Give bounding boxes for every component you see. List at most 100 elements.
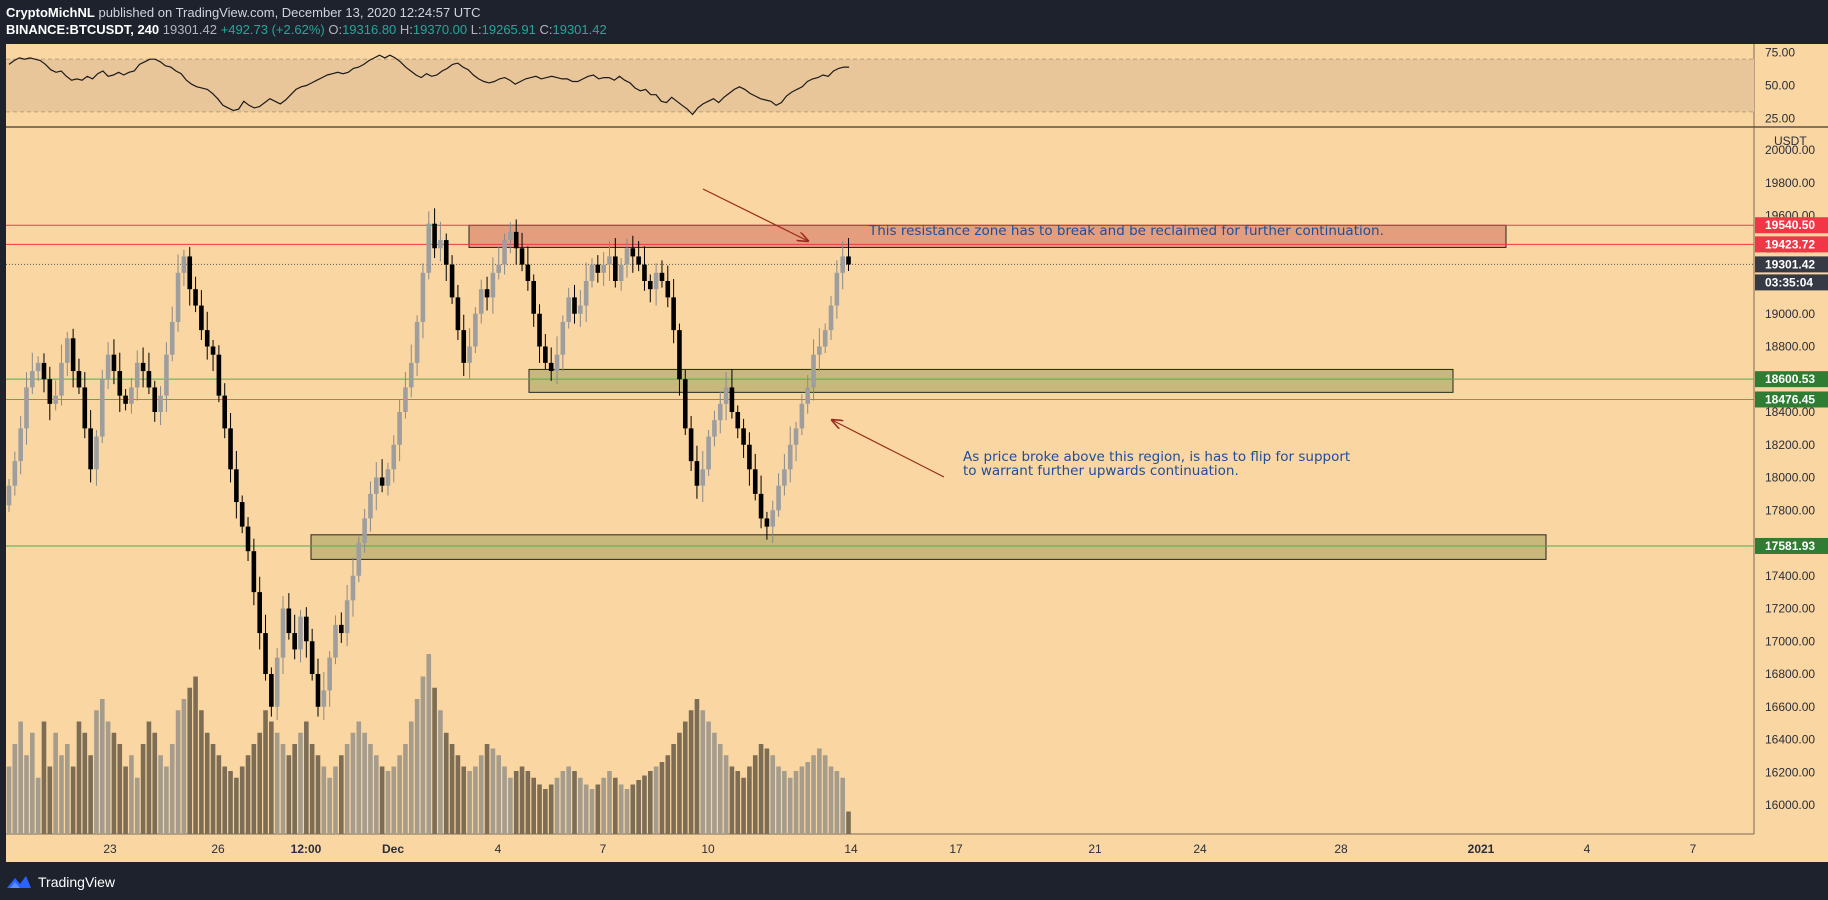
candle-body [741, 428, 746, 445]
candle [216, 345, 222, 403]
candle [47, 366, 53, 421]
time-tick-label: 7 [600, 842, 607, 856]
candle [694, 445, 700, 499]
candle-body [18, 428, 23, 462]
tradingview-brand[interactable]: TradingView [6, 872, 115, 892]
volume-bar [385, 771, 391, 834]
volume-bar [548, 784, 554, 834]
candle-body [747, 444, 752, 470]
volume-bar [473, 766, 478, 834]
candle [35, 356, 41, 381]
candle [403, 372, 408, 419]
candle [502, 233, 507, 275]
candle [53, 380, 58, 411]
volume-bar [840, 777, 845, 834]
chart-background [6, 44, 1754, 862]
candle [245, 517, 251, 562]
candle-body [770, 510, 776, 527]
candle [770, 500, 776, 543]
candle-body [76, 371, 82, 388]
candle [817, 328, 822, 372]
volume-bar [30, 732, 35, 834]
time-tick-label: 2021 [1468, 842, 1495, 856]
volume-bar [199, 710, 204, 834]
candle [420, 263, 426, 339]
volume-bar [164, 766, 169, 834]
level-price-label-bg [1755, 391, 1828, 408]
volume-bar [455, 755, 461, 834]
volume-bar [193, 676, 198, 834]
candle-body [624, 248, 630, 265]
volume-bar [665, 755, 671, 834]
candle [59, 344, 64, 406]
candle-body [82, 387, 88, 429]
candle [257, 576, 262, 650]
volume-bar [601, 777, 606, 834]
candle-body [193, 289, 198, 306]
volume-bar [543, 789, 548, 834]
candle [840, 241, 845, 290]
candle [379, 459, 385, 493]
volume-bar [688, 710, 694, 834]
candle [560, 315, 566, 372]
volume-bar [414, 699, 420, 834]
time-tick-label: Dec [382, 842, 404, 856]
candle [269, 667, 274, 717]
candle-body [595, 264, 601, 273]
candle-body [391, 444, 397, 470]
price-tick-label: 19000.00 [1765, 307, 1815, 321]
candle-body [210, 346, 216, 355]
volume-bar [123, 766, 128, 834]
volume-bar [554, 777, 560, 834]
candle [595, 255, 601, 283]
candle-body [339, 624, 344, 634]
volume-bar [502, 766, 507, 834]
candle [752, 453, 758, 501]
volume-bar [490, 748, 496, 834]
candle-body [6, 485, 12, 506]
volume-bar [752, 755, 758, 834]
candle-body [566, 297, 571, 322]
candle-body [181, 256, 187, 273]
volume-bar [624, 789, 630, 834]
candle [607, 241, 612, 281]
candle [321, 672, 327, 720]
candle [158, 386, 163, 426]
volume-bar [350, 732, 356, 834]
candle [473, 307, 478, 354]
candle-body [648, 281, 653, 290]
candle-body [204, 330, 210, 347]
candle-body [583, 281, 589, 306]
volume-bar [129, 755, 134, 834]
volume-bar [134, 777, 140, 834]
candle [764, 511, 770, 540]
candle [228, 412, 233, 483]
candle-body [478, 289, 484, 314]
volume-bar [706, 721, 711, 834]
volume-bar [589, 789, 595, 834]
current-price-label-bg [1755, 256, 1828, 273]
volume-bar [846, 811, 851, 834]
candle-body [572, 297, 577, 314]
candle [583, 262, 589, 322]
candle-body [782, 469, 787, 486]
candle [653, 263, 659, 306]
candle-body [315, 674, 321, 707]
author-name[interactable]: CryptoMichNL [6, 5, 95, 20]
candle-body [799, 403, 805, 429]
candle [682, 369, 688, 435]
volume-bar [578, 777, 583, 834]
volume-bar [618, 784, 624, 834]
candle [490, 257, 496, 314]
candle-body [531, 281, 536, 314]
candle [210, 339, 216, 372]
volume-bar [373, 755, 379, 834]
volume-bar [18, 721, 23, 834]
time-tick-label: 21 [1088, 842, 1102, 856]
candle-body [560, 321, 566, 355]
candle [327, 651, 332, 707]
volume-bar [315, 755, 321, 834]
candle [152, 380, 158, 422]
volume-bar [169, 744, 175, 834]
